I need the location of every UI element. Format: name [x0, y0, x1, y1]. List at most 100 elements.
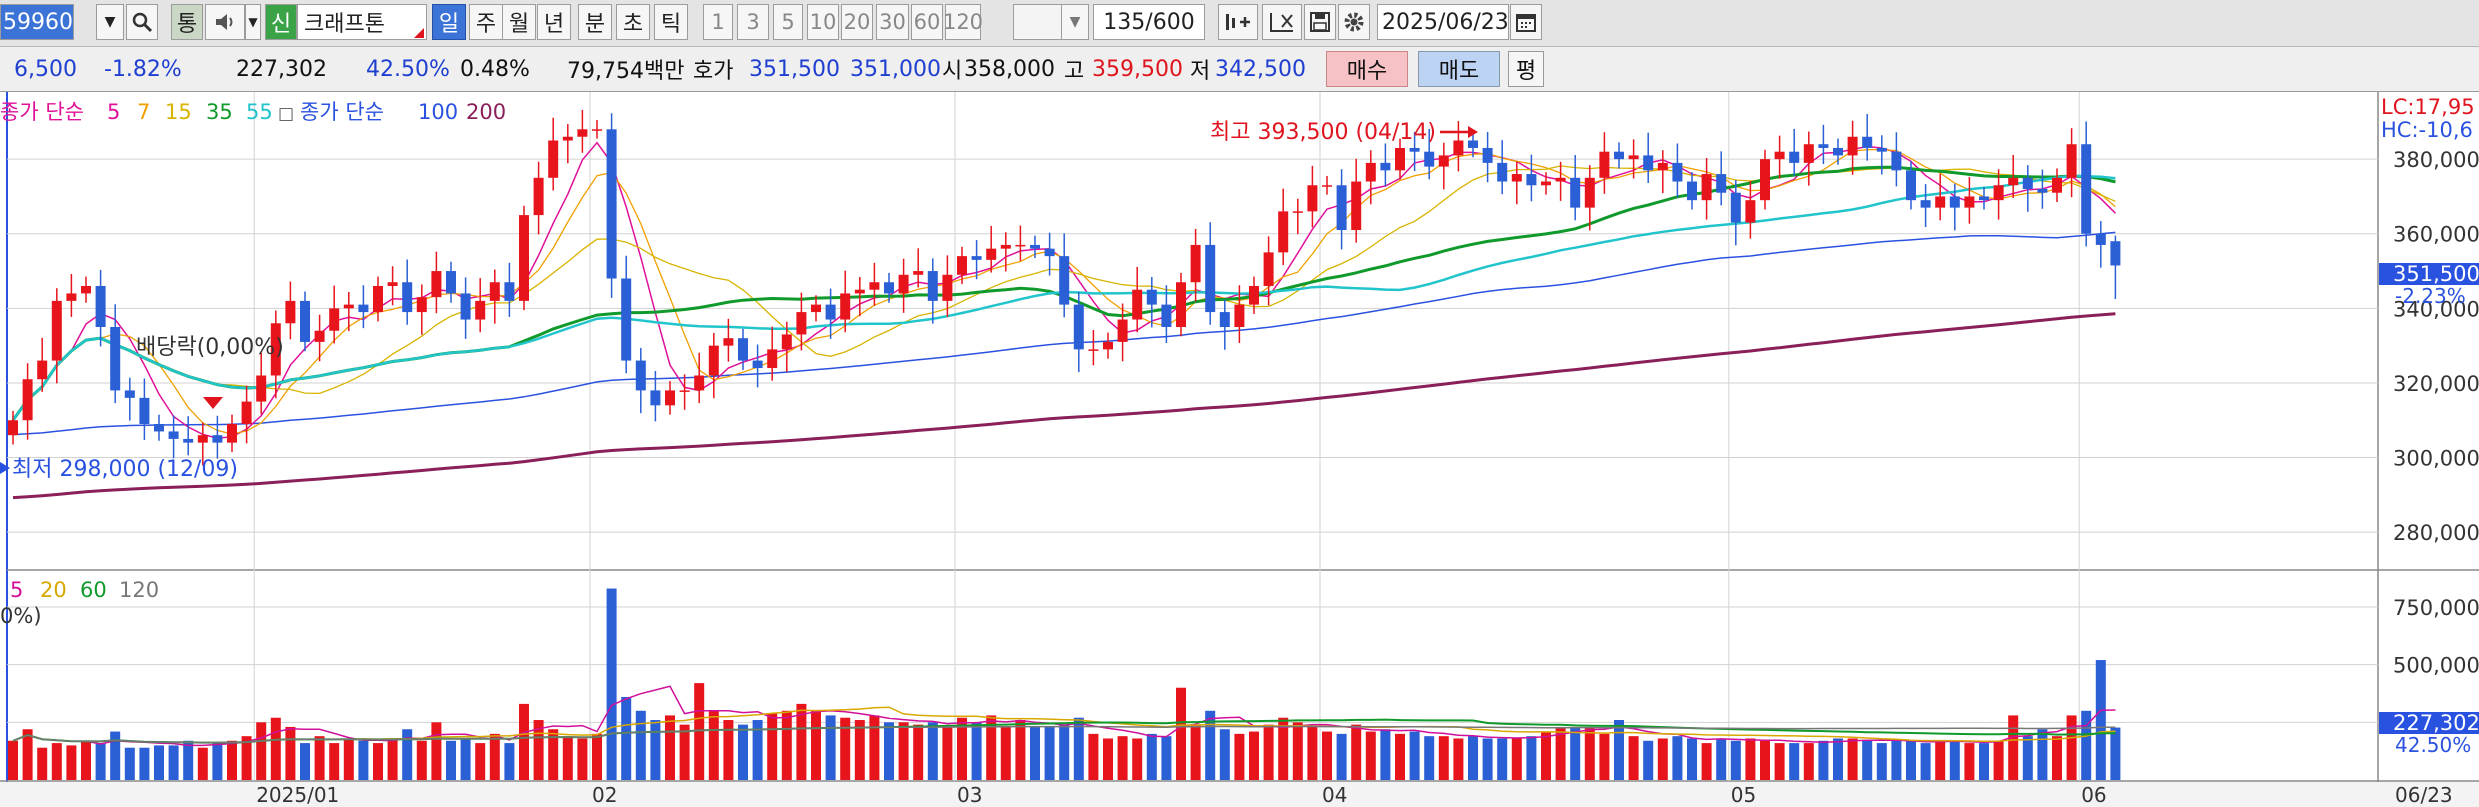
volume-bar: [1730, 740, 1741, 780]
date-input[interactable]: 2025/06/23: [1377, 4, 1509, 40]
volume-bar: [1760, 740, 1770, 780]
volume-bar: [1745, 738, 1756, 780]
chart-edit-button[interactable]: [1262, 4, 1302, 40]
minute-option-1[interactable]: 3: [737, 4, 769, 40]
volume-bar: [1643, 740, 1654, 780]
candle-body: [256, 375, 267, 402]
buy-button[interactable]: 매수: [1326, 51, 1408, 87]
period-tab-3[interactable]: 년: [537, 4, 571, 40]
candle-body: [1322, 185, 1332, 187]
volume-bar: [416, 740, 427, 780]
volume-bar: [708, 710, 719, 780]
volume-bar: [1380, 729, 1391, 780]
minute-option-0[interactable]: 1: [703, 4, 733, 40]
draw-tools-button[interactable]: [1218, 4, 1258, 40]
minute-option-4[interactable]: 20: [841, 4, 873, 40]
minute-option-3[interactable]: 10: [807, 4, 839, 40]
ma-200-line: [12, 312, 2116, 500]
search-button[interactable]: [126, 4, 158, 40]
turnover-rate: 0.48%: [460, 56, 530, 82]
candle-body: [2052, 177, 2062, 193]
candle-body: [1570, 177, 1581, 208]
candle-body: [22, 379, 33, 421]
minute-option-2[interactable]: 5: [773, 4, 803, 40]
minute-option-6[interactable]: 60: [911, 4, 943, 40]
candle-body: [1030, 244, 1040, 249]
volume-bar: [869, 715, 880, 780]
volume-bar: [270, 717, 281, 780]
candle-body: [1000, 244, 1011, 249]
volume-bar: [1584, 726, 1595, 780]
volume-bar: [1453, 738, 1464, 780]
volume-bar: [1511, 738, 1522, 780]
candle-body: [1949, 196, 1960, 208]
volume-bar: [1847, 738, 1858, 780]
low-annotation: 최저 298,000 (12/09): [0, 457, 238, 482]
candle-body: [1599, 151, 1610, 178]
code-dropdown-button[interactable]: ▼: [96, 4, 124, 40]
period-tab-1[interactable]: 주: [469, 4, 503, 40]
candle-body: [1073, 304, 1084, 350]
legend-box: □: [278, 104, 294, 124]
tong-toggle[interactable]: 통: [171, 4, 203, 40]
candle-body: [270, 323, 281, 376]
volume-tag-pct: 42.50%: [2395, 733, 2471, 757]
stock-code-input[interactable]: 59960: [0, 4, 74, 40]
legend-prefix-2: 종가 단순: [300, 100, 384, 124]
candle-body: [314, 330, 325, 342]
price-tag-box: [2379, 263, 2479, 285]
candle-body: [679, 390, 690, 392]
sell-button[interactable]: 매도: [1418, 51, 1500, 87]
volume-tick-label: 750,000: [2393, 596, 2479, 620]
volume-bar: [913, 724, 924, 780]
date-tick-label: 04: [1322, 783, 1347, 807]
stock-chart[interactable]: 280,000 300,000 320,000 340,000 360,000 380,0…: [0, 92, 2479, 807]
candle-body: [1526, 174, 1537, 186]
period-tab-4[interactable]: 분: [578, 4, 612, 40]
period-tab-2[interactable]: 월: [502, 4, 536, 40]
candle-body: [781, 334, 792, 350]
quote-bar: 6,500 -1.82% 227,302 42.50% 0.48% 79,754…: [0, 47, 2479, 92]
volume-bar: [154, 745, 164, 780]
candle-body: [1336, 185, 1347, 231]
eval-button[interactable]: 평: [1508, 51, 1544, 87]
stock-name-field[interactable]: 크래프톤: [297, 4, 427, 40]
candle-body: [694, 375, 705, 391]
sin-badge: 신: [265, 4, 297, 40]
save-button[interactable]: [1304, 4, 1336, 40]
volume-bar: [241, 736, 252, 780]
volume-bar: [373, 743, 383, 780]
volume-bar: [402, 729, 413, 780]
candle-body: [927, 271, 938, 301]
volume-bar: [1482, 738, 1493, 780]
vol-legend-sub: 0%): [0, 604, 42, 628]
candle-body: [1906, 170, 1916, 201]
candle-body: [1044, 248, 1055, 257]
legend-ma15: 15: [165, 100, 192, 124]
high-annotation: 최고 393,500 (04/14): [1210, 120, 1478, 145]
sound-dropdown-button[interactable]: ▼: [245, 4, 261, 40]
vol-legend-ma20: 20: [40, 578, 67, 602]
minute-option-5[interactable]: 30: [876, 4, 909, 40]
hc-readout: HC:-10,6: [2381, 118, 2473, 142]
candle-body: [1584, 177, 1595, 208]
settings-button[interactable]: [1338, 4, 1370, 40]
minute-option-7[interactable]: 120: [943, 4, 983, 40]
volume-bar: [1292, 722, 1303, 780]
sound-button[interactable]: [205, 4, 245, 40]
calendar-button[interactable]: [1510, 4, 1542, 40]
candle-body: [1555, 177, 1566, 182]
period-tab-6[interactable]: 틱: [654, 4, 688, 40]
volume-bar: [1409, 731, 1420, 780]
period-tab-5[interactable]: 초: [616, 4, 650, 40]
bar-count-input[interactable]: 135/600: [1093, 4, 1205, 40]
volume-bar: [1628, 736, 1639, 780]
candle-body: [811, 304, 821, 313]
minute-custom-dropdown-button[interactable]: ▼: [1061, 4, 1089, 40]
volume-bar: [1190, 724, 1201, 780]
candle-body: [1438, 155, 1449, 167]
period-tab-0[interactable]: 일: [432, 4, 466, 40]
candle-body: [869, 282, 880, 290]
candle-body: [475, 300, 486, 320]
